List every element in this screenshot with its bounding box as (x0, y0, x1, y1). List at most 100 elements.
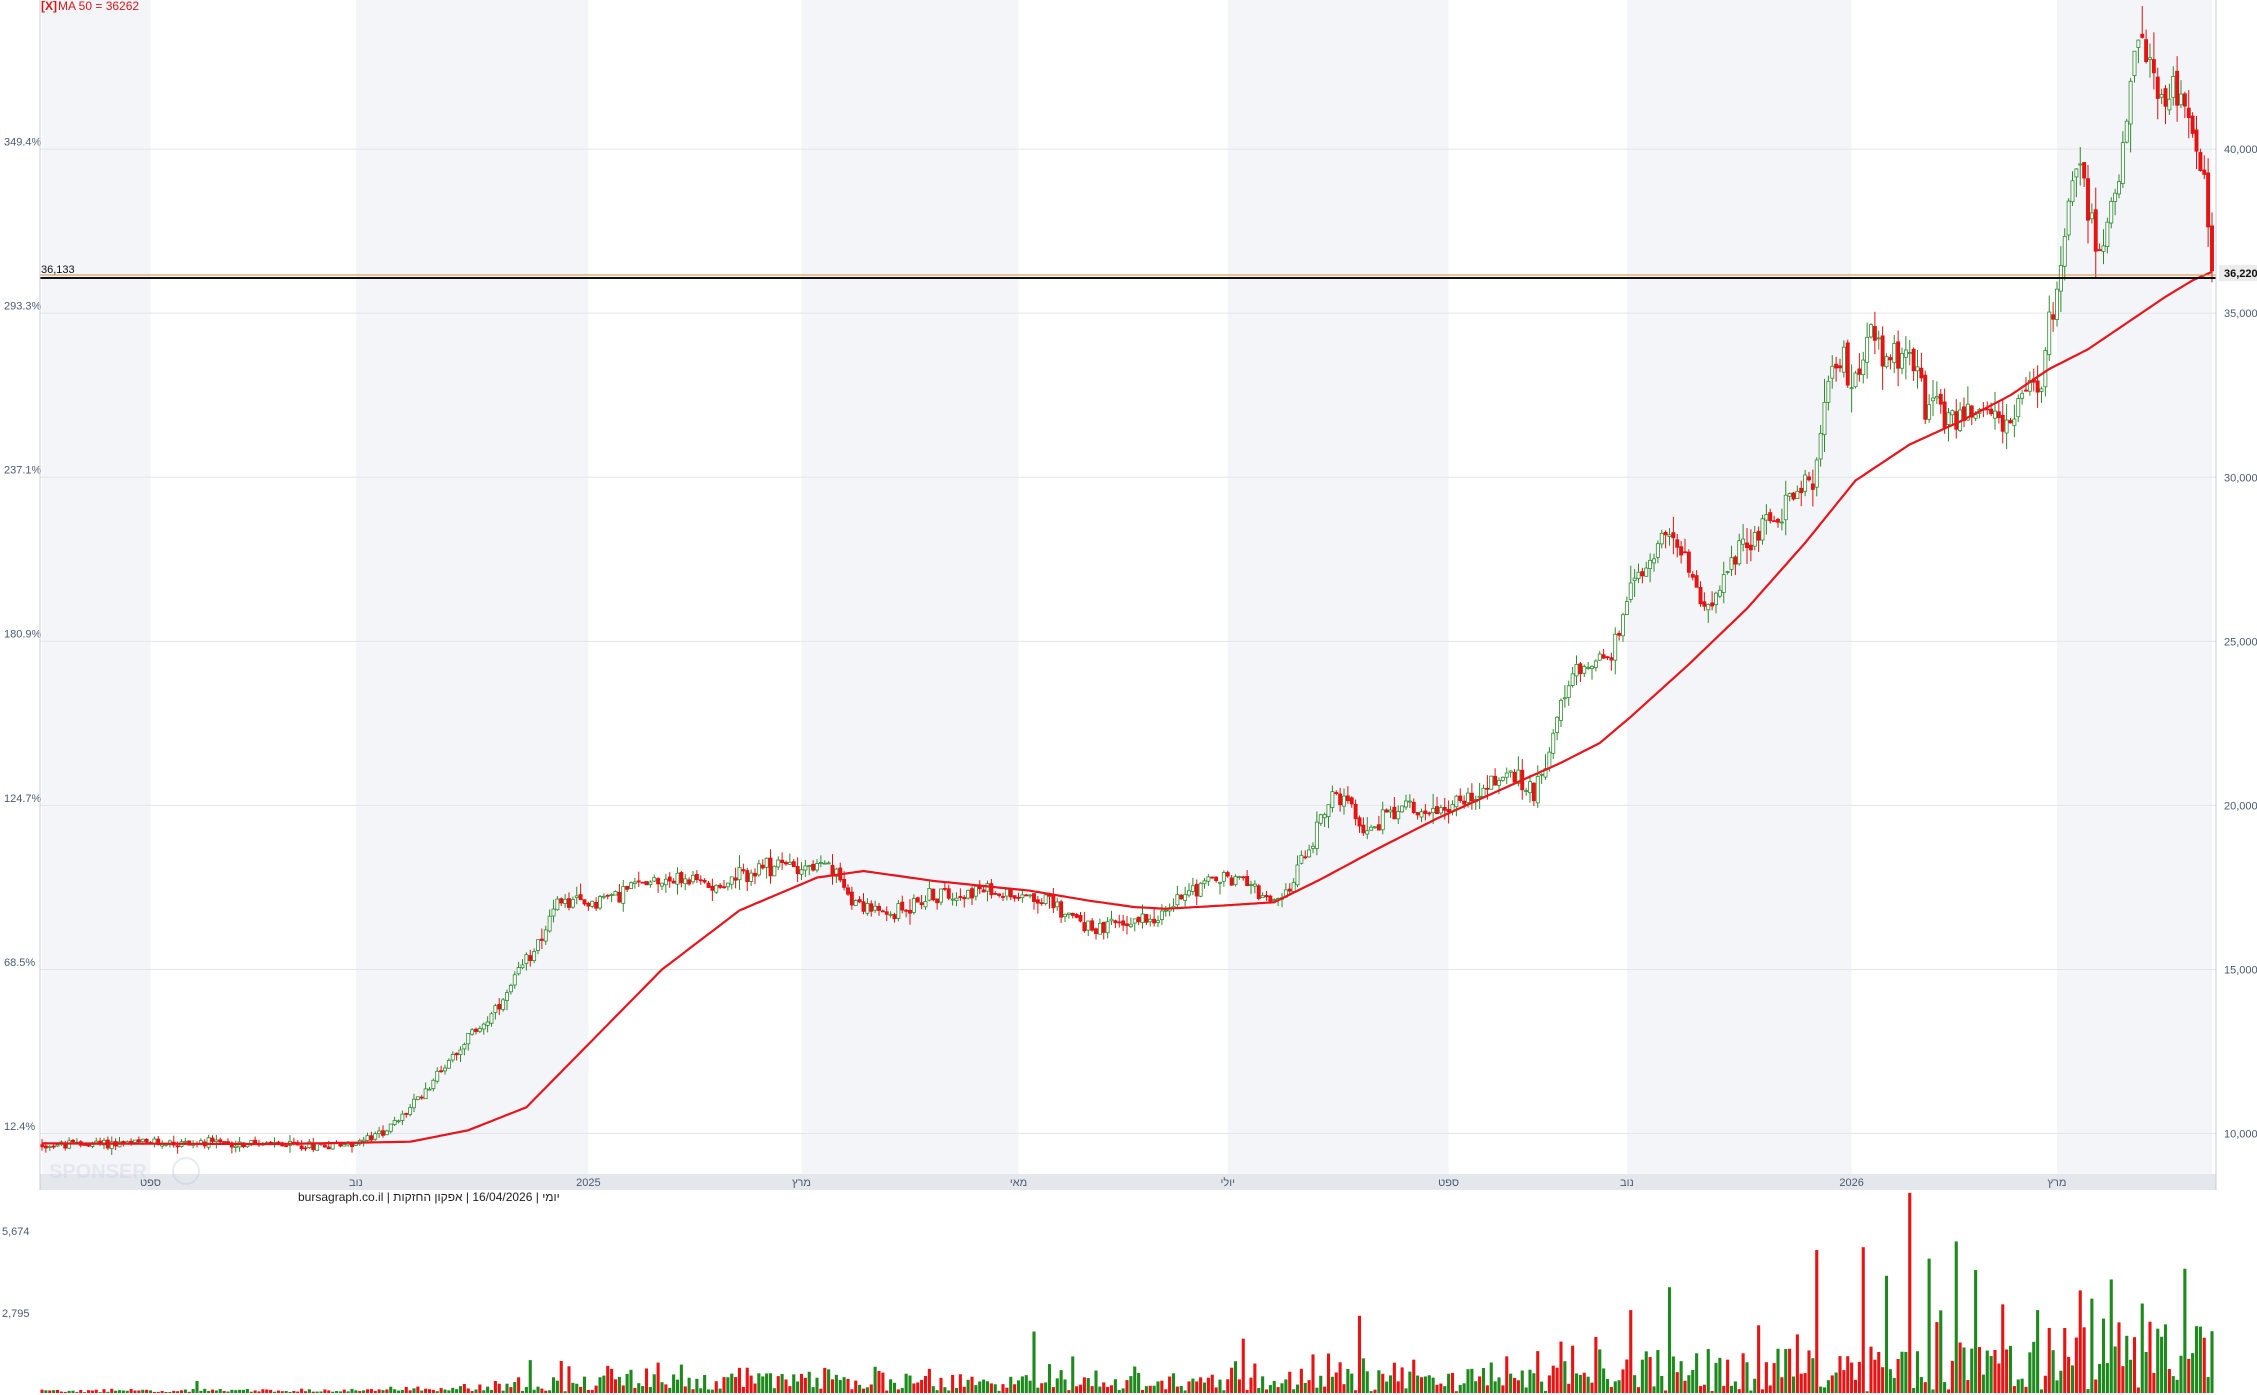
candle-body (799, 869, 804, 875)
candle (880, 909, 885, 913)
volume-bar (865, 1387, 869, 1393)
volume-bar (703, 1375, 707, 1393)
candle (2039, 386, 2044, 403)
volume-bar (2032, 1341, 2036, 1393)
candle-body (40, 1144, 44, 1148)
candle (1706, 603, 1711, 623)
candle-body (210, 1137, 215, 1142)
candle-body (1675, 539, 1680, 548)
volume-bar (2156, 1328, 2160, 1393)
candle (2120, 131, 2125, 188)
candle (764, 857, 769, 879)
candle-body (849, 891, 854, 906)
volume-bar (951, 1374, 955, 1393)
candle (605, 894, 610, 900)
volume-bar (1563, 1361, 1567, 1393)
candle-body (2097, 249, 2102, 252)
candle (1295, 855, 1300, 888)
volume-bar (714, 1381, 718, 1393)
ma-legend[interactable]: [X] MA 50 = 36262 (41, 0, 139, 13)
volume-bar (586, 1389, 590, 1393)
candle (1063, 913, 1067, 923)
candle (725, 882, 730, 891)
candle (1404, 794, 1408, 810)
price-gridlines (40, 148, 2216, 1135)
candle-body (2202, 169, 2207, 175)
candle-body (2186, 107, 2191, 118)
legend-ma-label: MA 50 = 36262 (58, 0, 139, 13)
candle (2101, 229, 2106, 265)
candle (1865, 322, 1870, 379)
candle-body (911, 898, 916, 913)
volume-bar (40, 1389, 44, 1393)
candle-body (1462, 800, 1467, 805)
candle (1303, 850, 1308, 860)
volume-bar (71, 1390, 75, 1393)
period-band (801, 0, 1019, 1174)
volume-bar (772, 1388, 776, 1393)
volume-bar (261, 1389, 265, 1393)
candle-body (718, 884, 723, 888)
candle-body (2182, 93, 2187, 107)
candle (206, 1134, 211, 1150)
volume-bar (1338, 1362, 1342, 1393)
candle-body (396, 1120, 401, 1123)
candle (958, 888, 963, 901)
candle (741, 863, 746, 875)
candle-body (1485, 787, 1490, 790)
volume-bar (505, 1383, 509, 1393)
volume-bar (2183, 1268, 2187, 1393)
volume-bar (1629, 1310, 1633, 1393)
candle-body (2206, 172, 2211, 228)
candle (2171, 66, 2176, 106)
candle (1338, 787, 1343, 812)
candle-body (388, 1123, 393, 1132)
candle-body (536, 939, 540, 951)
candle-body (1481, 787, 1486, 797)
volume-bar (1788, 1348, 1792, 1393)
candle-body (1008, 888, 1013, 898)
time-tick-label: יולי (1221, 1176, 1235, 1189)
time-tick-label: נוב (1620, 1177, 1634, 1189)
volume-bar (493, 1380, 497, 1393)
candle (2000, 399, 2005, 444)
volume-bar (1408, 1371, 1412, 1393)
candle-body (462, 1044, 467, 1050)
candle (1121, 914, 1126, 932)
candle (501, 997, 506, 1012)
candle-body (508, 985, 513, 993)
candle-body (1803, 474, 1808, 492)
volume-bar (1361, 1358, 1365, 1393)
candle-body (466, 1033, 471, 1045)
candle (1590, 665, 1594, 680)
volume-bar (652, 1374, 656, 1393)
volume-bar (327, 1390, 331, 1393)
candle (1032, 893, 1036, 910)
candle (1043, 892, 1048, 906)
candle-body (605, 894, 610, 897)
candle-body (958, 896, 963, 898)
candle (2078, 147, 2083, 186)
candle-body (481, 1023, 486, 1030)
volume-bar (889, 1379, 893, 1393)
candle-body (745, 870, 750, 883)
volume-bar (1970, 1348, 1974, 1393)
candle-body (617, 891, 622, 903)
percent-tick-label: 124.7% (4, 793, 42, 805)
candle (911, 894, 916, 915)
volume-bar (79, 1390, 83, 1393)
volume-bar (288, 1391, 292, 1393)
candle (753, 868, 757, 885)
volume-bar (722, 1377, 726, 1393)
volume-bar (753, 1383, 757, 1393)
period-band (1626, 0, 1852, 1174)
volume-bar (315, 1391, 319, 1393)
volume-bar (761, 1376, 765, 1393)
legend-toggle[interactable]: [X] (41, 0, 57, 13)
candle (2097, 243, 2102, 252)
candle (1125, 915, 1129, 935)
candle (1152, 908, 1157, 927)
candle (1597, 650, 1602, 661)
candle (532, 948, 537, 964)
candle-body (1043, 894, 1048, 904)
